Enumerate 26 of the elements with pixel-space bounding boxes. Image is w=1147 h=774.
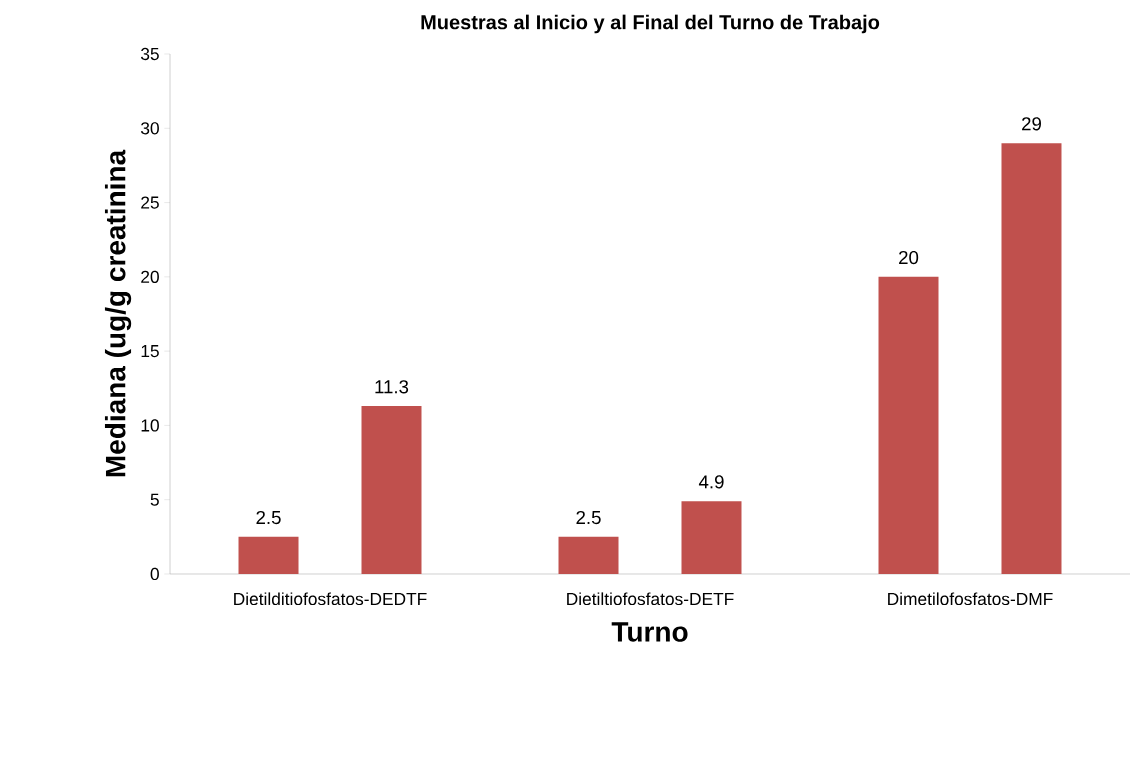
x-axis-title: Turno (611, 622, 688, 642)
data-label: 20 (899, 250, 919, 265)
bar (681, 501, 742, 574)
y-tick-label: 15 (141, 345, 159, 358)
x-tick-label: Dietiltiofosfatos-DETF (567, 592, 734, 606)
y-tick-label: 35 (140, 47, 159, 61)
data-label: 2.5 (576, 510, 601, 525)
bar (1001, 143, 1062, 574)
chart-title: Muestras al Inicio y al Final del Turno de Trabajo (421, 14, 880, 34)
y-tick-label: 0 (150, 567, 159, 581)
y-tick-label: 5 (150, 493, 159, 506)
bar (238, 536, 299, 574)
y-tick-label: 20 (141, 270, 159, 283)
y-tick-label: 10 (141, 419, 159, 432)
data-label: 11.3 (375, 380, 409, 394)
bar (878, 276, 939, 574)
data-label: 29 (1022, 117, 1041, 131)
y-tick-label: 25 (141, 196, 159, 209)
x-tick-label: Dimetilofosfatos-DMF (888, 592, 1053, 606)
data-label: 4.9 (698, 475, 724, 489)
bar (361, 406, 422, 574)
bar (558, 536, 619, 574)
data-label: 2.5 (256, 510, 281, 525)
x-tick-label: Dietilditiofosfatos-DEDTF (234, 592, 427, 606)
y-axis-title: Mediana (ug/g creatinina (104, 149, 132, 477)
y-tick-label: 30 (140, 122, 159, 135)
